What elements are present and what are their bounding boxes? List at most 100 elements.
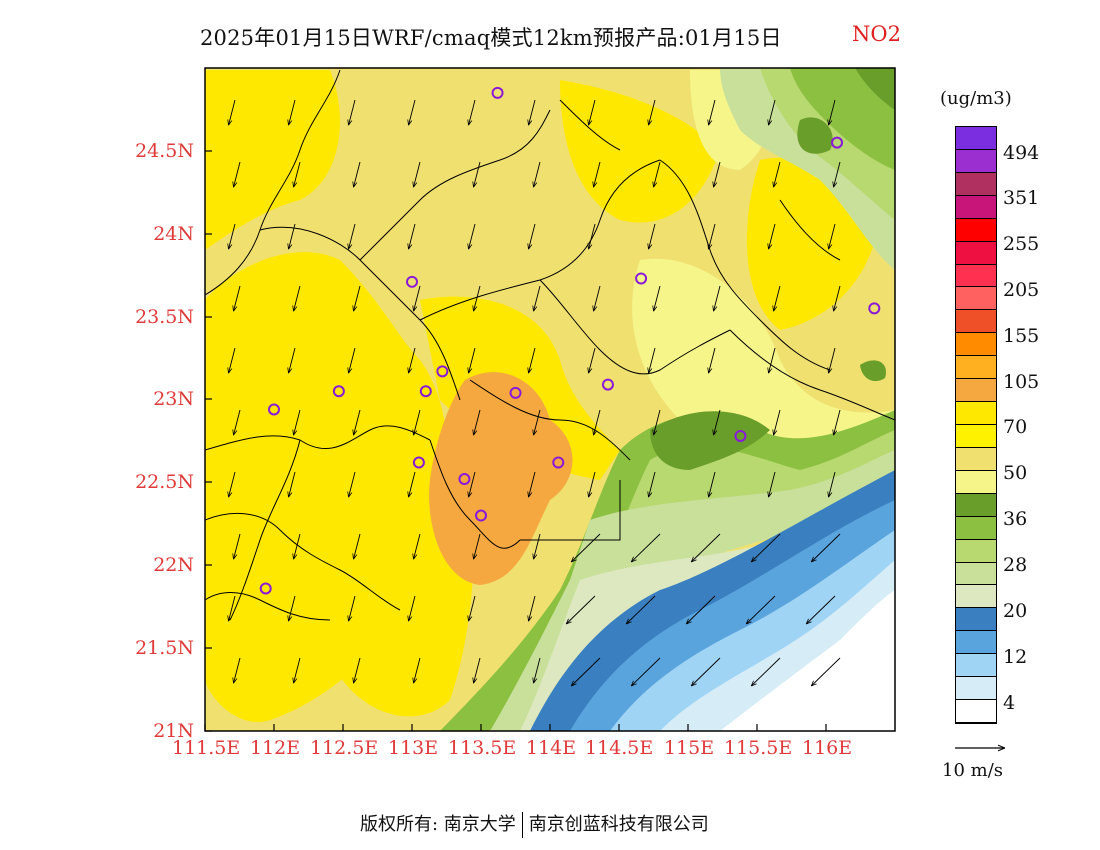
wind-vector: [469, 99, 476, 125]
wind-vector: [654, 161, 661, 187]
wind-vector: [626, 595, 656, 624]
wind-vector: [774, 409, 781, 435]
wind-vector: [709, 347, 716, 373]
site-marker: [406, 275, 418, 288]
wind-vector: [354, 657, 361, 683]
wind-vector: [774, 161, 781, 187]
wind-vector: [234, 285, 241, 311]
wind-vector: [769, 471, 776, 497]
wind-vector: [654, 285, 661, 311]
wind-vector: [229, 223, 236, 249]
wind-vector: [474, 657, 481, 683]
wind-vector: [349, 347, 356, 373]
wind-vector: [566, 595, 596, 624]
wind-vector: [631, 657, 661, 686]
legend-label: 12: [1003, 646, 1028, 668]
site-marker: [458, 473, 471, 486]
wind-vector: [649, 347, 656, 373]
wind-vector: [529, 223, 536, 249]
wind-vector: [709, 99, 716, 125]
copyright-company: 南京创蓝科技有限公司: [528, 814, 709, 835]
wind-vector: [229, 595, 236, 621]
wind-vector: [806, 595, 836, 624]
site-marker: [491, 86, 504, 99]
zone-20-28-coast: [490, 450, 895, 731]
colorbar-cell: [956, 310, 996, 334]
legend-label: 205: [1003, 279, 1040, 301]
wind-vector: [834, 161, 841, 187]
wind-vector: [811, 533, 841, 562]
colorbar-cell: [956, 470, 996, 494]
wind-vector: [834, 285, 841, 311]
colorbar-cell: [956, 241, 996, 265]
site-marker: [332, 385, 345, 398]
legend-label: 36: [1003, 508, 1028, 530]
site-marker: [412, 456, 425, 469]
admin-boundaries: [205, 69, 895, 621]
y-tick-label: 24N: [153, 223, 194, 245]
legend-label: 155: [1003, 325, 1040, 347]
x-tick-label: 112E: [250, 737, 301, 759]
legend-label: 70: [1003, 416, 1028, 438]
legend-label: 20: [1003, 600, 1028, 622]
wind-vector: [234, 409, 241, 435]
copyright: 版权所有: 南京大学 南京创蓝科技有限公司: [360, 810, 709, 838]
zone-36-50-ne: [790, 68, 895, 170]
wind-vector: [714, 161, 721, 187]
wind-vector: [829, 223, 836, 249]
x-tick-label: 114E: [526, 737, 577, 759]
wind-vector: [649, 471, 656, 497]
wind-vector: [649, 99, 656, 125]
site-marker: [552, 456, 565, 469]
colorbar-cell: [956, 562, 996, 586]
wind-vector: [409, 223, 416, 249]
wind-vector: [589, 99, 596, 125]
wind-vector: [469, 347, 476, 373]
zone-70-105-northwest: [205, 70, 340, 250]
colorbar-cell: [956, 379, 996, 403]
wind-vector: [769, 347, 776, 373]
wind-vector: [709, 223, 716, 249]
x-tick-label: 113E: [388, 737, 439, 759]
wind-vector: [534, 533, 541, 559]
wind-vector: [409, 471, 416, 497]
wind-vector: [294, 161, 301, 187]
y-tick-label: 23.5N: [135, 306, 194, 328]
wind-vector: [474, 285, 481, 311]
wind-vector: [469, 471, 476, 497]
wind-vector: [589, 471, 596, 497]
wind-vector: [469, 223, 476, 249]
zone-70-105-north: [560, 80, 720, 223]
monitoring-sites: [259, 86, 881, 595]
y-tick-label: 22.5N: [135, 471, 194, 493]
wind-vector: [354, 533, 361, 559]
legend-label: 50: [1003, 462, 1028, 484]
title-text: 2025年01月15日WRF/cmaq模式12km预报产品:01月15日: [200, 26, 782, 50]
wind-vector: [414, 533, 421, 559]
x-tick-label: 114.5E: [585, 737, 654, 759]
legend-label: 28: [1003, 554, 1028, 576]
colorbar-cell: [956, 195, 996, 219]
wind-vector: [234, 533, 241, 559]
zone-0-sea-white: [720, 590, 895, 731]
wind-vector: [589, 223, 596, 249]
wind-vector: [289, 595, 296, 621]
wind-vector: [774, 285, 781, 311]
wind-vector: [769, 223, 776, 249]
wind-vector: [409, 99, 416, 125]
colorbar-cell: [956, 516, 996, 540]
wind-vector: [409, 347, 416, 373]
wind-vector: [349, 99, 356, 125]
wind-vector: [529, 347, 536, 373]
wind-reference-label: 10 m/s: [942, 760, 1003, 781]
wind-vector: [746, 595, 776, 624]
colorbar-cell: [956, 631, 996, 655]
copyright-owner: 版权所有: 南京大学: [360, 814, 516, 835]
colorbar-cell: [956, 700, 996, 723]
wind-vector: [649, 223, 656, 249]
x-tick-label: 111.5E: [172, 737, 241, 759]
wind-vector: [469, 595, 476, 621]
colorbar-cell: [956, 585, 996, 609]
site-marker: [419, 385, 432, 398]
wind-vector: [409, 595, 416, 621]
